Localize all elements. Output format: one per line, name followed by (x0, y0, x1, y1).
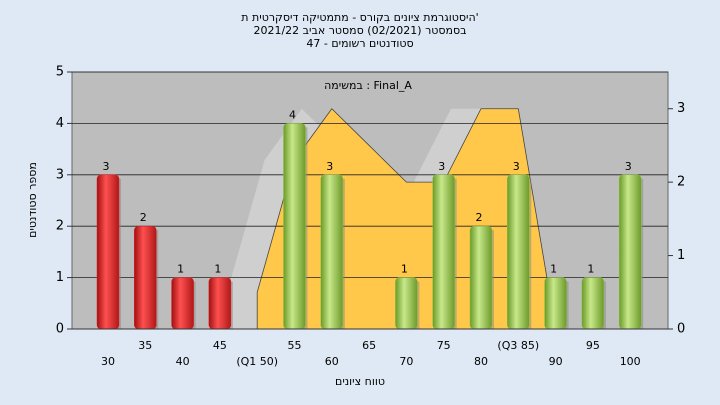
bar (395, 277, 418, 330)
x-tick-label: 30 (101, 355, 115, 368)
bar (618, 174, 642, 330)
x-tick-label: 40 (176, 355, 190, 368)
data-label: 1 (177, 263, 184, 276)
title-line: בסמסטר (02/2021) סמסטר אביב 2021/22 (253, 24, 466, 37)
x-tick-label: 70 (399, 355, 413, 368)
data-label: 1 (214, 263, 221, 276)
x-tick-label: 80 (474, 355, 488, 368)
y-tick-label: 1 (56, 270, 64, 285)
y-tick-label: 3 (56, 167, 64, 182)
x-tick-label: 45 (213, 339, 227, 352)
bar (507, 174, 530, 330)
bar (544, 277, 567, 330)
y2-tick-label: 1 (677, 248, 685, 263)
x-tick-label: 95 (586, 339, 600, 352)
x-tick-label: 60 (325, 355, 339, 368)
title-line: סטודנטים רשומים - 47 (306, 37, 413, 50)
data-label: 1 (401, 263, 408, 276)
x-tick-label: (Q1 50) (236, 355, 278, 368)
x-tick-label: 90 (549, 355, 563, 368)
bar (283, 123, 306, 330)
bar (469, 225, 493, 330)
x-tick-label: 100 (620, 355, 641, 368)
y2-tick-label: 3 (677, 101, 685, 116)
bar (581, 277, 605, 330)
x-tick-label: 75 (437, 339, 451, 352)
data-label: 3 (103, 160, 110, 173)
x-axis-label: טווח ציונים (335, 375, 385, 388)
x-tick-label: 35 (138, 339, 152, 352)
annotation: במשימה : Final_A (324, 79, 412, 92)
data-label: 3 (625, 160, 632, 173)
bar (171, 277, 194, 330)
data-label: 4 (289, 108, 296, 121)
data-label: 1 (587, 263, 594, 276)
data-label: 3 (326, 160, 333, 173)
y-axis-label: מספר סטודנטים (26, 162, 39, 238)
y-tick-label: 4 (56, 116, 64, 131)
data-label: 3 (438, 160, 445, 173)
data-label: 2 (476, 211, 483, 224)
y-tick-label: 2 (56, 219, 64, 234)
y2-tick-label: 0 (677, 322, 685, 337)
bar (208, 277, 232, 330)
y-tick-label: 5 (56, 65, 64, 80)
bar (432, 174, 455, 330)
bar (96, 174, 120, 330)
data-label: 2 (140, 211, 147, 224)
x-tick-label: (Q3 85) (497, 339, 539, 352)
y-tick-label: 0 (56, 322, 64, 337)
title-line: היסטוגרמת ציונים בקורס - מתמטיקה דיסקרטי… (241, 11, 478, 24)
x-tick-label: 55 (288, 339, 302, 352)
data-label: 3 (513, 160, 520, 173)
bar (134, 225, 157, 330)
data-label: 1 (550, 263, 557, 276)
x-tick-label: 65 (362, 339, 376, 352)
bar (320, 174, 344, 330)
y2-tick-label: 2 (677, 175, 685, 190)
